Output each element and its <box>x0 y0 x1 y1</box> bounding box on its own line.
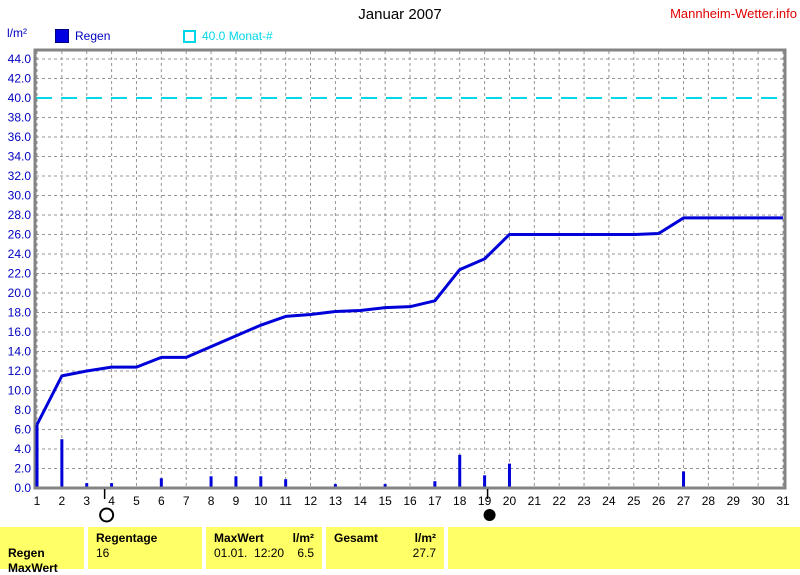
svg-text:12.0: 12.0 <box>8 364 32 378</box>
svg-text:27: 27 <box>677 494 691 508</box>
maxwert-unit: l/m² <box>292 531 314 545</box>
svg-text:16.0: 16.0 <box>8 325 32 339</box>
regentage-value: 16 <box>96 546 110 560</box>
horizontal-gridlines <box>36 58 784 469</box>
plot-frame <box>33 48 787 490</box>
svg-text:14.0: 14.0 <box>8 345 32 359</box>
svg-text:32.0: 32.0 <box>8 169 32 183</box>
svg-text:24: 24 <box>602 494 616 508</box>
svg-text:6: 6 <box>158 494 165 508</box>
svg-text:34.0: 34.0 <box>8 150 32 164</box>
stats-empty-column <box>448 527 800 569</box>
svg-text:17: 17 <box>428 494 442 508</box>
gesamt-value: 27.7 <box>412 546 436 560</box>
svg-text:25: 25 <box>627 494 641 508</box>
svg-text:12: 12 <box>304 494 318 508</box>
svg-text:26: 26 <box>652 494 666 508</box>
legend-threshold: 40.0 Monat-# <box>183 29 273 43</box>
stats-maxwert-column: MaxWert l/m² 01.01. 12:20 6.5 <box>206 527 322 569</box>
svg-text:36.0: 36.0 <box>8 130 32 144</box>
stats-table: Regen MaxWert Regentage 16 MaxWert l/m² … <box>0 527 800 575</box>
svg-text:30: 30 <box>751 494 765 508</box>
regentage-header: Regentage <box>96 531 158 545</box>
svg-text:1: 1 <box>34 494 41 508</box>
full-moon-icon <box>99 507 115 523</box>
svg-text:44.0: 44.0 <box>8 52 32 66</box>
maxwert-value: 6.5 <box>297 546 314 560</box>
svg-text:20.0: 20.0 <box>8 286 32 300</box>
stats-label-column: Regen MaxWert <box>0 527 84 575</box>
svg-text:29: 29 <box>727 494 741 508</box>
maxwert-header: MaxWert <box>214 531 264 545</box>
svg-text:8.0: 8.0 <box>14 403 31 417</box>
svg-text:23: 23 <box>577 494 591 508</box>
legend-regen: Regen <box>55 29 110 43</box>
svg-text:0.0: 0.0 <box>14 481 31 495</box>
watermark-link[interactable]: Mannheim-Wetter.info <box>670 6 797 21</box>
svg-text:28.0: 28.0 <box>8 208 32 222</box>
svg-text:6.0: 6.0 <box>14 423 31 437</box>
x-axis-labels: 1 2 3 4 5 6 7 8 9 10 11 12 13 14 15 16 17 18 19 20 21 22 23 24 2… <box>34 494 790 508</box>
svg-text:26.0: 26.0 <box>8 228 32 242</box>
regen-swatch-icon <box>55 29 69 43</box>
cumulative-rain-line <box>35 216 783 426</box>
svg-text:21: 21 <box>528 494 542 508</box>
y-axis-labels: 0.0 2.0 4.0 6.0 8.0 10.0 12.0 14.0 16.0 18.0 20.0 2… <box>8 52 32 495</box>
page-title: Januar 2007 <box>358 6 442 23</box>
svg-text:2: 2 <box>59 494 66 508</box>
svg-text:11: 11 <box>279 494 292 508</box>
rain-chart: 0.0 2.0 4.0 6.0 8.0 10.0 12.0 14.0 16.0 18.0 20.0 2… <box>8 48 790 523</box>
svg-text:4.0: 4.0 <box>14 442 31 456</box>
svg-text:3: 3 <box>83 494 90 508</box>
svg-text:28: 28 <box>702 494 716 508</box>
vertical-gridlines <box>36 51 784 487</box>
svg-text:7: 7 <box>183 494 190 508</box>
svg-text:9: 9 <box>233 494 240 508</box>
daily-rain-bars <box>35 424 686 487</box>
threshold-swatch-icon <box>183 29 196 43</box>
stats-regentage-column: Regentage 16 <box>88 527 202 569</box>
svg-text:18: 18 <box>453 494 467 508</box>
svg-text:24.0: 24.0 <box>8 247 32 261</box>
svg-text:4: 4 <box>108 494 115 508</box>
svg-text:16: 16 <box>403 494 417 508</box>
svg-text:40.0: 40.0 <box>8 91 32 105</box>
svg-text:15: 15 <box>378 494 392 508</box>
svg-text:18.0: 18.0 <box>8 306 32 320</box>
row-label-regen: Regen <box>8 546 45 560</box>
legend-threshold-label: 40.0 Monat-# <box>202 29 273 43</box>
svg-text:38.0: 38.0 <box>8 111 32 125</box>
gesamt-header: Gesamt <box>334 531 379 545</box>
svg-text:14: 14 <box>354 494 368 508</box>
svg-text:31: 31 <box>776 494 790 508</box>
new-moon-icon <box>483 509 496 521</box>
svg-text:19: 19 <box>478 494 492 508</box>
svg-text:10.0: 10.0 <box>8 384 32 398</box>
svg-text:22: 22 <box>553 494 567 508</box>
legend-regen-label: Regen <box>75 29 111 43</box>
svg-text:2.0: 2.0 <box>14 462 31 476</box>
y-axis-unit-label: l/m² <box>7 26 27 40</box>
svg-text:42.0: 42.0 <box>8 72 32 86</box>
svg-text:30.0: 30.0 <box>8 189 32 203</box>
svg-text:8: 8 <box>208 494 215 508</box>
maxwert-datetime: 01.01. 12:20 <box>214 546 285 560</box>
svg-text:20: 20 <box>503 494 517 508</box>
stats-gesamt-column: Gesamt l/m² 27.7 <box>326 527 444 569</box>
svg-text:10: 10 <box>254 494 268 508</box>
gesamt-unit: l/m² <box>414 531 436 545</box>
svg-text:22.0: 22.0 <box>8 267 32 281</box>
svg-text:5: 5 <box>133 494 140 508</box>
svg-text:13: 13 <box>329 494 343 508</box>
